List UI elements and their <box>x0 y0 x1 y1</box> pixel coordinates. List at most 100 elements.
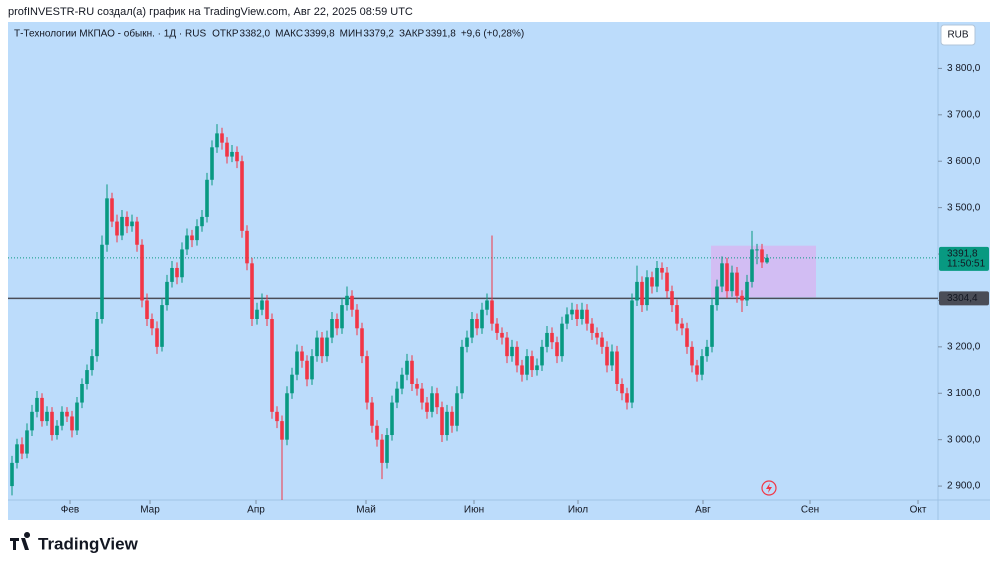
event-icon[interactable] <box>761 480 777 496</box>
candle-body <box>245 230 249 264</box>
candle-body <box>335 319 339 329</box>
candle-body <box>430 393 434 412</box>
candle-body <box>645 277 649 306</box>
candle-body <box>685 328 689 347</box>
y-tick-label: 2 900,0 <box>947 481 981 492</box>
candle-body <box>360 328 364 357</box>
candle-body <box>45 411 49 422</box>
level-tag <box>939 291 989 306</box>
candle-body <box>155 328 159 347</box>
x-tick-label: Окт <box>910 505 927 516</box>
legend-text: +9,6 (+0,28%) <box>461 29 524 40</box>
candle-body <box>345 295 349 306</box>
candle-body <box>295 351 299 375</box>
candle-body <box>535 365 539 371</box>
candle-body <box>495 323 499 333</box>
candle-body <box>475 319 479 329</box>
x-tick-label: Июл <box>568 505 588 516</box>
x-tick-label: Июн <box>464 505 484 516</box>
candle-body <box>545 332 549 347</box>
candle-body <box>570 309 574 315</box>
candle-body <box>240 161 244 231</box>
candle-body <box>520 365 524 375</box>
candle-body <box>470 319 474 338</box>
candle-body <box>145 300 149 320</box>
candle-body <box>410 360 414 384</box>
candle-body <box>390 402 394 436</box>
candle-body <box>630 300 634 403</box>
candle-body <box>135 221 139 245</box>
candle-body <box>210 147 214 180</box>
candle-body <box>735 272 739 296</box>
candle-body <box>40 397 44 422</box>
candle-body <box>255 309 259 320</box>
candle-body <box>20 444 24 454</box>
candle-body <box>95 319 99 357</box>
countdown: 11:50:51 <box>947 258 986 269</box>
candle-body <box>185 235 189 250</box>
candle-body <box>500 332 504 338</box>
y-tick-label: 3 700,0 <box>947 109 981 120</box>
candle-body <box>435 393 439 408</box>
candle-body <box>395 388 399 403</box>
candle-body <box>575 309 579 320</box>
candle-body <box>650 277 654 287</box>
candle-body <box>515 346 519 366</box>
currency[interactable]: RUB <box>947 30 968 41</box>
candle-body <box>235 151 239 162</box>
candle-body <box>740 295 744 301</box>
candle-body <box>285 393 289 440</box>
brand-logo <box>10 532 31 550</box>
currency-button[interactable] <box>940 24 976 46</box>
x-tick-label: Мар <box>140 505 160 516</box>
candle-body <box>765 257 769 263</box>
candle-body <box>265 300 269 320</box>
x-tick-label: Май <box>356 505 376 516</box>
legend-text: Т-Технологии МКПАО - обыкн. · 1Д · RUS <box>14 28 206 40</box>
chart-background <box>8 22 990 520</box>
legend-text: ЗАКР <box>399 29 425 40</box>
candle-body <box>325 337 329 357</box>
candle-body <box>225 142 229 157</box>
candle-body <box>480 309 484 329</box>
candle-body <box>705 346 709 357</box>
candle-body <box>675 305 679 324</box>
x-tick-label: Авг <box>695 505 711 516</box>
y-tick-label: 3 600,0 <box>947 156 981 167</box>
candle-body <box>610 351 614 366</box>
candle-body <box>70 416 74 431</box>
candle-body <box>230 151 234 157</box>
candle-body <box>425 402 429 412</box>
candle-body <box>305 360 309 380</box>
candle-body <box>110 198 114 222</box>
y-tick-label: 3 100,0 <box>947 388 981 399</box>
candle-body <box>365 356 369 403</box>
candle-body <box>450 411 454 426</box>
candle-body <box>300 351 304 361</box>
candle-body <box>180 249 184 278</box>
legend-text: 3391,8 <box>425 29 456 40</box>
candle-body <box>220 133 224 143</box>
candle-body <box>440 407 444 436</box>
candle-body <box>270 319 274 412</box>
candle-body <box>105 198 109 245</box>
event-icon-bolt <box>766 483 772 493</box>
candle-body <box>375 425 379 440</box>
candle-body <box>635 281 639 301</box>
level-label: 3304,4 <box>947 293 978 304</box>
candle-body <box>455 393 459 426</box>
candle-body <box>80 383 84 403</box>
candle-body <box>30 411 34 431</box>
x-tick-label: Фев <box>61 505 79 516</box>
candle-body <box>465 337 469 347</box>
candle-body <box>625 393 629 403</box>
candle-body <box>720 263 724 287</box>
candle-body <box>595 332 599 338</box>
candle-body <box>750 249 754 282</box>
candle-body <box>170 267 174 282</box>
candle-body <box>165 281 169 306</box>
y-tick-label: 3 200,0 <box>947 341 981 352</box>
candle-body <box>350 295 354 310</box>
candle-body <box>385 435 389 463</box>
